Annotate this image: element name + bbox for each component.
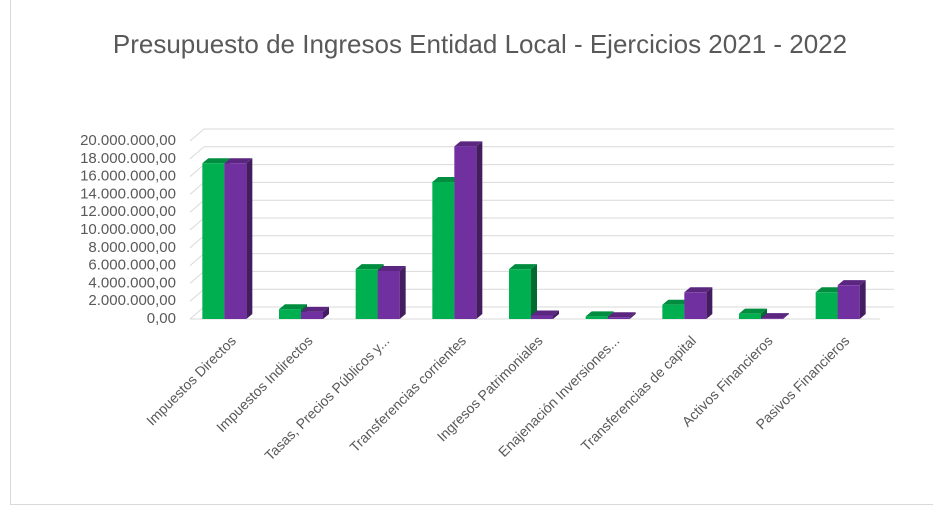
bar (509, 269, 531, 319)
bar-top (202, 158, 231, 164)
x-tick-label: Tasas, Precios Públicos y... (261, 332, 392, 463)
grid-line-side (189, 199, 205, 213)
bar-side (246, 158, 253, 319)
bar (454, 146, 477, 319)
bar-top (684, 287, 713, 293)
bar-top (224, 158, 253, 164)
chart-frame (10, 0, 933, 505)
bar (377, 270, 400, 319)
grid-line-side (189, 128, 205, 142)
bar (739, 313, 761, 319)
bar-side (783, 313, 789, 319)
grid-line-side (189, 253, 205, 266)
grid-line-side (189, 271, 205, 284)
y-tick-label: 12.000.000,00 (80, 203, 176, 220)
grid-line-side (189, 182, 205, 195)
bar-top (585, 311, 614, 317)
bar-top (761, 313, 789, 319)
y-tick-label: 20.000.000,00 (80, 132, 176, 149)
y-tick-label: 10.000.000,00 (80, 221, 176, 238)
bar-side (323, 306, 329, 319)
y-tick-label: 2.000.000,00 (88, 292, 176, 309)
bar (224, 163, 247, 319)
grid-line-side (189, 164, 205, 177)
bar-top (837, 280, 866, 286)
bar-side (553, 310, 559, 319)
bar (279, 309, 301, 319)
bar-top (301, 306, 329, 312)
bar-top (509, 264, 537, 270)
bar (432, 181, 455, 319)
bar-top (607, 312, 636, 318)
bar (531, 315, 553, 319)
y-tick-label: 6.000.000,00 (88, 257, 176, 274)
y-tick-label: 8.000.000,00 (88, 239, 176, 256)
y-tick-label: 18.000.000,00 (80, 150, 176, 167)
y-tick-label: 0,00 (147, 310, 176, 327)
y-tick-label: 16.000.000,00 (80, 168, 176, 185)
grid-line-side (189, 288, 205, 302)
bar (355, 269, 378, 319)
bar (301, 311, 323, 319)
chart-title: Presupuesto de Ingresos Entidad Local - … (112, 29, 848, 59)
bar-side (476, 141, 483, 319)
bar (684, 292, 707, 319)
bar-top (279, 304, 307, 310)
bar-top (454, 141, 483, 147)
y-tick-label: 4.000.000,00 (88, 274, 176, 291)
bar-top (432, 176, 461, 182)
bar (585, 316, 608, 319)
bar-side (531, 264, 537, 319)
bar-side (629, 312, 636, 319)
grid-line-side (189, 306, 205, 320)
bar (815, 292, 838, 319)
bar-top (739, 308, 767, 314)
bar-top (815, 287, 844, 293)
grid-line-side (189, 235, 205, 249)
bar (202, 163, 225, 319)
bar-side (399, 265, 406, 319)
y-tick-label: 14.000.000,00 (80, 185, 176, 202)
grid-line-side (189, 217, 205, 231)
bar-side (761, 308, 767, 319)
bar-side (859, 280, 866, 319)
bar-top (662, 299, 691, 305)
bar-top (377, 265, 406, 271)
bar (607, 317, 630, 319)
bar (837, 285, 860, 319)
bar-top (355, 264, 384, 270)
bar (761, 318, 783, 319)
bar-top (531, 310, 559, 316)
bar (662, 304, 685, 319)
bar-side (706, 287, 713, 319)
grid-line-side (189, 146, 205, 160)
